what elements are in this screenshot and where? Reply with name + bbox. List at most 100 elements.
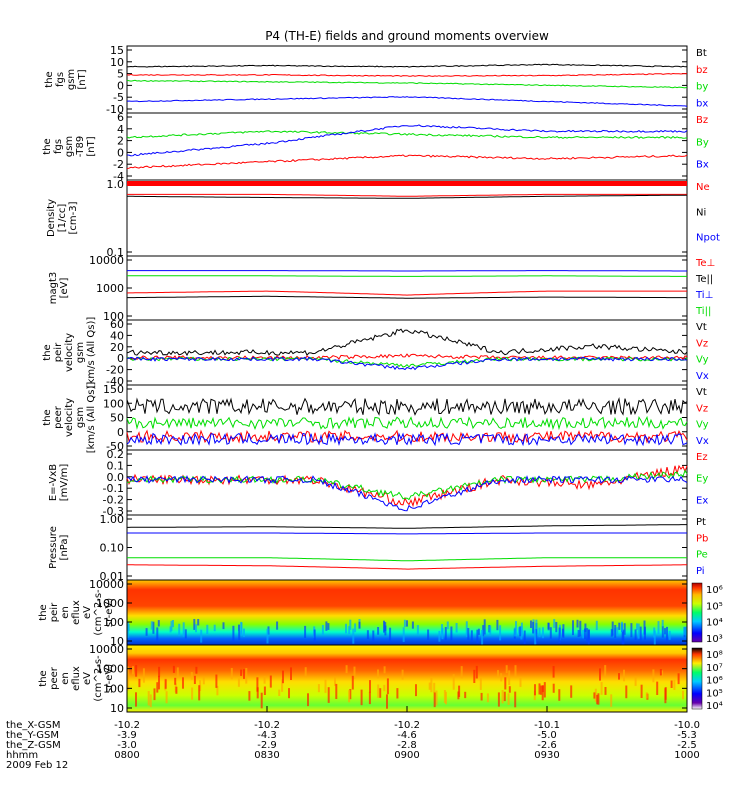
y-axis-label: gsm	[75, 342, 86, 363]
spectrogram-cell	[245, 668, 247, 684]
spectrogram-cell	[165, 679, 167, 689]
spectrogram-cell	[593, 692, 595, 698]
legend-Ti⊥: Ti⊥	[695, 290, 713, 301]
spectrogram-cell	[618, 673, 620, 680]
series-Vt	[127, 329, 687, 355]
spectrogram-cell	[604, 665, 606, 676]
spectrogram-cell	[248, 691, 250, 701]
spectrogram-cell	[200, 630, 202, 643]
legend-Bt: Bt	[696, 48, 707, 59]
colorbar-peer-eflux	[692, 648, 702, 709]
spectrogram-cell	[434, 693, 436, 708]
y-tick-label: 1.00	[100, 513, 125, 526]
spectrogram-cell	[173, 666, 175, 673]
spectrogram-cell	[542, 627, 544, 638]
spectrogram-cell	[191, 672, 193, 680]
series-Vx	[127, 434, 687, 445]
y-axis-label: gsm	[64, 136, 75, 157]
spectrogram-cell	[673, 680, 675, 690]
spectrogram-cell	[195, 624, 197, 632]
spectrogram-cell	[387, 678, 389, 694]
spectrogram-cell	[652, 669, 654, 682]
spectrogram-cell	[601, 682, 603, 695]
spectrogram-cell	[197, 619, 199, 626]
panel-frame	[127, 113, 687, 180]
x-tick-label: 0800	[114, 750, 139, 761]
spectrogram-cell	[464, 692, 466, 698]
spectrogram-cell	[359, 622, 361, 629]
spectrogram-cell	[156, 682, 158, 692]
spectrogram-cell	[641, 685, 643, 698]
spectrogram-cell	[683, 627, 685, 635]
spectrogram-cell	[467, 628, 469, 640]
spectrogram-cell	[450, 627, 452, 641]
x-tick-label: 0830	[254, 750, 279, 761]
legend-Pb: Pb	[696, 533, 708, 544]
spectrogram-cell	[616, 627, 618, 636]
legend-Vz: Vz	[696, 403, 708, 414]
spectrogram-cell	[138, 679, 140, 687]
spectrogram-cell	[502, 690, 504, 703]
spectrogram-cell	[582, 630, 584, 638]
spectrogram-cell	[166, 691, 168, 703]
legend-Vx: Vx	[696, 436, 709, 447]
spectrogram-cell	[442, 628, 444, 639]
legend-Pt: Pt	[696, 517, 706, 528]
y-axis-label: eV	[82, 606, 93, 619]
legend-Pi: Pi	[696, 566, 705, 577]
spectrogram-cell	[584, 629, 586, 640]
legend-Npot: Npot	[696, 233, 720, 244]
spectrogram-cell	[497, 670, 499, 677]
y-axis-label: magt3	[48, 272, 59, 305]
y-axis-label: the	[42, 138, 53, 154]
spectrogram-cell	[570, 685, 572, 697]
spectrogram-cell	[671, 681, 673, 689]
y-axis-label: [km/s (All Qs)]	[86, 317, 97, 389]
spectrogram-cell	[520, 678, 522, 687]
series-Te||	[127, 296, 687, 298]
spectrogram-cell	[404, 620, 406, 627]
legend-Vy: Vy	[696, 355, 709, 366]
spectrogram-cell	[156, 627, 158, 641]
spectrogram-cell	[534, 684, 536, 695]
spectrogram-cell	[669, 631, 671, 640]
spectrogram-cell	[555, 622, 557, 632]
y-tick-label: 10000	[89, 578, 124, 591]
spectrogram-cell	[327, 623, 329, 630]
spectrogram-cell	[335, 684, 337, 699]
spectrogram-cell	[562, 629, 564, 637]
series-Ti||	[127, 276, 687, 277]
spectrogram-cell	[496, 620, 498, 630]
legend-Ey: Ey	[696, 474, 708, 485]
spectrogram-cell	[415, 684, 417, 696]
spectrogram-cell	[257, 687, 259, 698]
spectrogram-cell	[476, 666, 478, 679]
spectrogram-cell	[135, 692, 137, 706]
spectrogram-cell	[177, 667, 179, 677]
y-axis-label: Pressure	[48, 526, 59, 569]
spectrogram-cell	[267, 629, 269, 644]
spectrogram-cell	[558, 689, 560, 701]
legend-Ne: Ne	[696, 182, 710, 193]
y-axis-label: -T89	[75, 136, 86, 158]
spectrogram-cell	[403, 627, 405, 642]
series-Bt	[127, 64, 687, 67]
legend-Pe: Pe	[696, 550, 708, 561]
series-Pb	[127, 565, 687, 569]
spectrogram-cell	[384, 626, 386, 636]
spectrogram-cell	[132, 666, 134, 674]
y-axis-label: peir	[53, 342, 64, 362]
spectrogram-cell	[476, 630, 478, 643]
spectrogram-cell	[379, 688, 381, 698]
spectrogram-cell	[612, 622, 614, 636]
spectrogram-cell	[597, 693, 599, 704]
spectrogram-peir-eflux	[127, 580, 687, 645]
spectrogram-cell	[623, 670, 625, 682]
spectrogram-cell	[412, 622, 414, 629]
y-axis-label: (cm^2-s-	[93, 589, 104, 636]
y-axis-label: [eV]	[59, 278, 70, 299]
legend-Te⊥: Te⊥	[695, 258, 715, 269]
